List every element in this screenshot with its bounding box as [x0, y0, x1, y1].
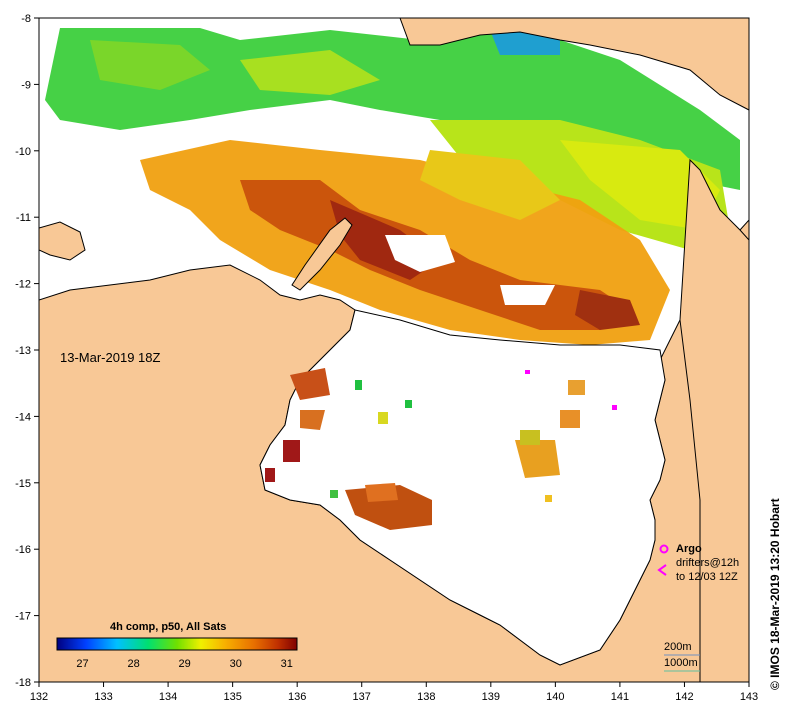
gulf-sea: [259, 309, 666, 666]
land: [39, 18, 749, 682]
colorbar-label: 28: [127, 658, 139, 670]
colorbar-label: 31: [281, 658, 293, 670]
drifters-label-line1: drifters@12h: [676, 557, 739, 569]
argo-icon: [659, 544, 669, 554]
lon-tick-label: 133: [94, 691, 112, 703]
contour-200-label: 200m: [664, 641, 692, 653]
colorbar-label: 27: [76, 658, 88, 670]
lat-tick-label: -17: [15, 611, 31, 623]
colorbar-labels: 27 28 29 30 31: [76, 658, 293, 670]
latitude-axis: -8 -9 -10 -11 -12 -13 -14 -15 -16 -17 -18: [15, 13, 39, 689]
lat-tick-label: -8: [21, 13, 31, 25]
lat-tick-label: -13: [15, 345, 31, 357]
colorbar-label: 29: [179, 658, 191, 670]
lat-tick-label: -14: [15, 411, 31, 423]
lon-tick-label: 137: [353, 691, 371, 703]
lat-tick-label: -16: [15, 544, 31, 556]
lon-tick-label: 140: [546, 691, 564, 703]
lon-tick-label: 143: [740, 691, 758, 703]
colorbar-label: 30: [230, 658, 242, 670]
lat-tick-label: -10: [15, 146, 31, 158]
lon-tick-label: 132: [30, 691, 48, 703]
lon-tick-label: 141: [611, 691, 629, 703]
drifters-label-line2: to 12/03 12Z: [676, 571, 738, 583]
lat-tick-label: -18: [15, 677, 31, 689]
lat-tick-label: -9: [21, 79, 31, 91]
drifter-arrow-icon: [657, 564, 667, 576]
argo-label: Argo: [676, 543, 702, 555]
colorbar: [56, 637, 298, 651]
lon-tick-label: 134: [159, 691, 177, 703]
contour-1000-label: 1000m: [664, 657, 698, 669]
lat-tick-label: -15: [15, 478, 31, 490]
colorbar-title: 4h comp, p50, All Sats: [110, 621, 226, 633]
imos-credit: © IMOS 18-Mar-2019 13:20 Hobart: [768, 498, 782, 690]
lon-tick-label: 136: [288, 691, 306, 703]
lon-tick-label: 135: [223, 691, 241, 703]
lat-tick-label: -11: [16, 212, 31, 224]
lon-tick-label: 139: [482, 691, 500, 703]
lon-tick-label: 138: [417, 691, 435, 703]
longitude-axis: 132 133 134 135 136 137 138 139 140 141 142 143: [30, 682, 758, 703]
lon-tick-label: 142: [675, 691, 693, 703]
lat-tick-label: -12: [15, 279, 31, 291]
map-timestamp: 13-Mar-2019 18Z: [60, 350, 160, 365]
